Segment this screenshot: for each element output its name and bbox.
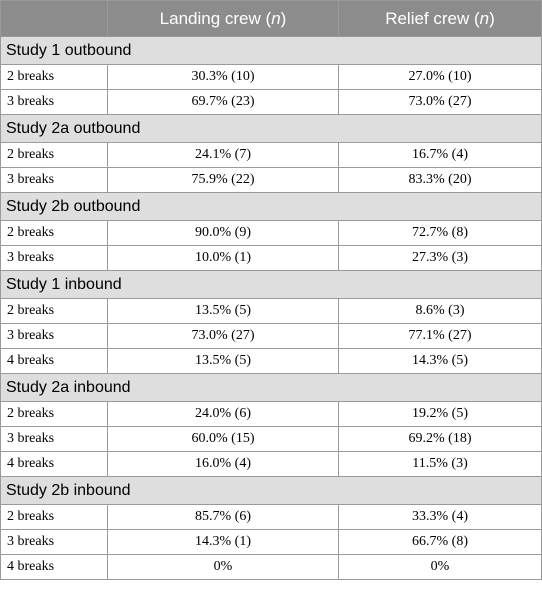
landing-crew-value: 13.5% (5) [107, 348, 339, 374]
relief-crew-value: 8.6% (3) [338, 298, 542, 324]
table-row: 4 breaks 16.0% (4) 11.5% (3) [0, 451, 542, 477]
table-row: 3 breaks 75.9% (22) 83.3% (20) [0, 167, 542, 193]
header-relief-n: n [479, 8, 490, 28]
row-label: 3 breaks [0, 529, 108, 555]
landing-crew-value: 13.5% (5) [107, 298, 339, 324]
landing-crew-value: 30.3% (10) [107, 64, 339, 90]
section-title: Study 1 inbound [0, 270, 542, 299]
row-label: 3 breaks [0, 245, 108, 271]
relief-crew-value: 27.0% (10) [338, 64, 542, 90]
section-title: Study 2b inbound [0, 476, 542, 505]
relief-crew-value: 11.5% (3) [338, 451, 542, 477]
relief-crew-value: 77.1% (27) [338, 323, 542, 349]
row-label: 2 breaks [0, 64, 108, 90]
relief-crew-value: 19.2% (5) [338, 401, 542, 427]
table-row: 2 breaks 24.1% (7) 16.7% (4) [0, 142, 542, 168]
table-row: 2 breaks 24.0% (6) 19.2% (5) [0, 401, 542, 427]
landing-crew-value: 60.0% (15) [107, 426, 339, 452]
header-landing-close: ) [280, 8, 287, 28]
row-label: 4 breaks [0, 554, 108, 580]
table-row: 2 breaks 30.3% (10) 27.0% (10) [0, 64, 542, 90]
row-label: 2 breaks [0, 220, 108, 246]
landing-crew-value: 10.0% (1) [107, 245, 339, 271]
header-relief-close: ) [489, 8, 495, 28]
relief-crew-value: 0% [338, 554, 542, 580]
section-row: Study 2a inbound [0, 373, 542, 402]
section-row: Study 1 outbound [0, 36, 542, 65]
relief-crew-value: 14.3% (5) [338, 348, 542, 374]
table-row: 2 breaks 85.7% (6) 33.3% (4) [0, 504, 542, 530]
section-row: Study 2b inbound [0, 476, 542, 505]
table-row: 4 breaks 0% 0% [0, 554, 542, 580]
section-title: Study 1 outbound [0, 36, 542, 65]
table-header-row: Landing crew (n) Relief crew (n) [0, 0, 542, 37]
row-label: 2 breaks [0, 298, 108, 324]
header-landing-n: n [271, 8, 281, 28]
section-title: Study 2b outbound [0, 192, 542, 221]
relief-crew-value: 16.7% (4) [338, 142, 542, 168]
header-empty-cell [0, 0, 108, 37]
row-label: 2 breaks [0, 142, 108, 168]
landing-crew-value: 75.9% (22) [107, 167, 339, 193]
landing-crew-value: 16.0% (4) [107, 451, 339, 477]
landing-crew-value: 73.0% (27) [107, 323, 339, 349]
relief-crew-value: 83.3% (20) [338, 167, 542, 193]
table-row: 3 breaks 69.7% (23) 73.0% (27) [0, 89, 542, 115]
relief-crew-value: 33.3% (4) [338, 504, 542, 530]
row-label: 2 breaks [0, 504, 108, 530]
landing-crew-value: 69.7% (23) [107, 89, 339, 115]
header-relief-crew: Relief crew (n) [338, 0, 542, 37]
table-row: 2 breaks 90.0% (9) 72.7% (8) [0, 220, 542, 246]
landing-crew-value: 24.1% (7) [107, 142, 339, 168]
row-label: 3 breaks [0, 323, 108, 349]
section-title: Study 2a inbound [0, 373, 542, 402]
landing-crew-value: 14.3% (1) [107, 529, 339, 555]
relief-crew-value: 27.3% (3) [338, 245, 542, 271]
section-title: Study 2a outbound [0, 114, 542, 143]
section-row: Study 1 inbound [0, 270, 542, 299]
relief-crew-value: 72.7% (8) [338, 220, 542, 246]
table-row: 4 breaks 13.5% (5) 14.3% (5) [0, 348, 542, 374]
landing-crew-value: 90.0% (9) [107, 220, 339, 246]
row-label: 2 breaks [0, 401, 108, 427]
table-row: 2 breaks 13.5% (5) 8.6% (3) [0, 298, 542, 324]
landing-crew-value: 24.0% (6) [107, 401, 339, 427]
row-label: 3 breaks [0, 167, 108, 193]
row-label: 4 breaks [0, 451, 108, 477]
relief-crew-value: 69.2% (18) [338, 426, 542, 452]
section-row: Study 2a outbound [0, 114, 542, 143]
landing-crew-value: 85.7% (6) [107, 504, 339, 530]
table-row: 3 breaks 14.3% (1) 66.7% (8) [0, 529, 542, 555]
header-landing-text: Landing crew ( [159, 8, 272, 28]
landing-crew-value: 0% [107, 554, 339, 580]
header-relief-text: Relief crew ( [385, 8, 480, 28]
breaks-table: Landing crew (n) Relief crew (n) Study 1… [0, 0, 542, 580]
section-row: Study 2b outbound [0, 192, 542, 221]
relief-crew-value: 73.0% (27) [338, 89, 542, 115]
header-landing-crew: Landing crew (n) [107, 0, 339, 37]
table-row: 3 breaks 60.0% (15) 69.2% (18) [0, 426, 542, 452]
row-label: 3 breaks [0, 89, 108, 115]
table-row: 3 breaks 73.0% (27) 77.1% (27) [0, 323, 542, 349]
row-label: 4 breaks [0, 348, 108, 374]
row-label: 3 breaks [0, 426, 108, 452]
table-row: 3 breaks 10.0% (1) 27.3% (3) [0, 245, 542, 271]
relief-crew-value: 66.7% (8) [338, 529, 542, 555]
